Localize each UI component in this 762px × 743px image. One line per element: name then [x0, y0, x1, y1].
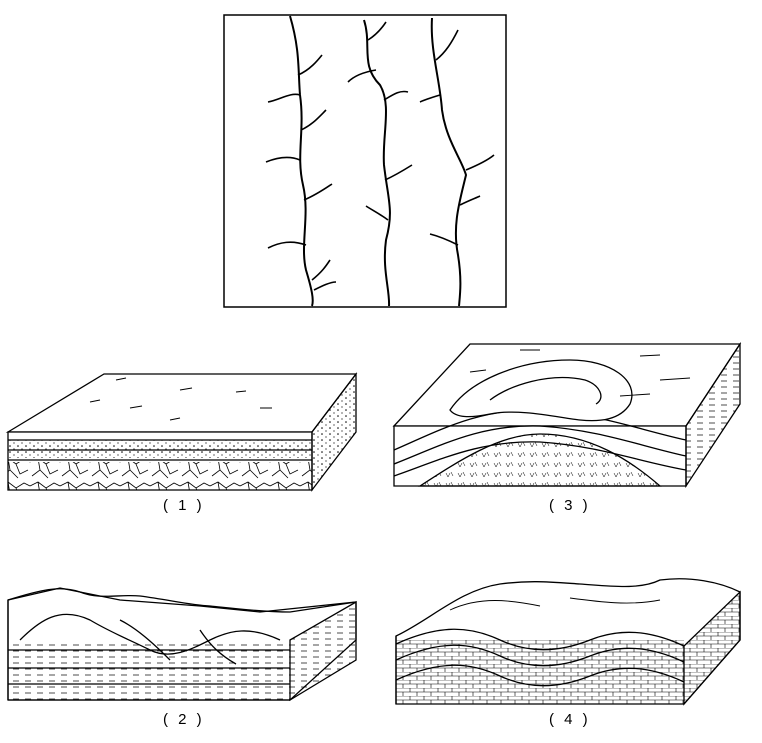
right-tributaries: [419, 29, 495, 246]
middle-tributaries: [347, 21, 413, 221]
block3-side: [685, 341, 741, 489]
block-1: [5, 372, 358, 492]
river-middle: [363, 19, 391, 307]
caption-block-2: ( 2 ): [163, 711, 205, 728]
block1-side: [311, 372, 357, 492]
block3-dome: [449, 359, 633, 422]
block2-skyline: [7, 588, 357, 613]
left-tributaries: [265, 54, 337, 291]
block-2: [7, 587, 357, 702]
caption-block-3: ( 3 ): [549, 497, 591, 514]
block1-top: [5, 373, 358, 433]
river-right: [430, 17, 468, 307]
block4-side: [683, 590, 741, 706]
block-3: [392, 341, 742, 489]
caption-block-4: ( 4 ): [549, 711, 591, 728]
caption-block-1: ( 1 ): [163, 497, 205, 514]
block-4: [395, 578, 741, 706]
river-network-map: [223, 14, 507, 308]
map-frame: [223, 14, 507, 308]
